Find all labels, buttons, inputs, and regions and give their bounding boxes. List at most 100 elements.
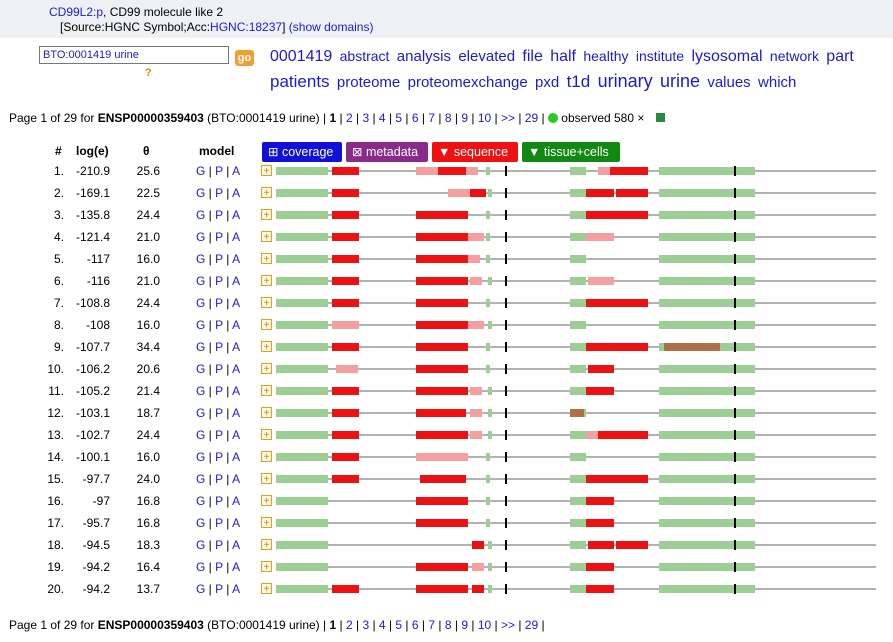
model-g-link[interactable]: G	[196, 516, 206, 530]
expand-plus-icon[interactable]: +	[261, 209, 272, 221]
model-p-link[interactable]: P	[215, 186, 223, 200]
sequence-track[interactable]	[276, 317, 876, 333]
tag-urinary[interactable]: urinary	[597, 71, 653, 91]
sequence-track[interactable]	[276, 163, 876, 179]
last-page-link[interactable]: 29	[524, 111, 539, 125]
tag-which[interactable]: which	[758, 74, 797, 91]
expand-plus-icon[interactable]: +	[261, 385, 272, 397]
model-p-link[interactable]: P	[215, 582, 223, 596]
spreadsheet-icon[interactable]	[655, 113, 665, 122]
page-link[interactable]: 9	[461, 111, 469, 125]
tag-elevated[interactable]: elevated	[458, 48, 516, 65]
next-page-link[interactable]: >>	[500, 618, 515, 632]
page-link[interactable]: 4	[378, 111, 386, 125]
help-icon[interactable]: ?	[145, 67, 152, 79]
page-link[interactable]: 10	[477, 111, 492, 125]
model-a-link[interactable]: A	[232, 516, 241, 530]
model-g-link[interactable]: G	[196, 384, 206, 398]
expand-plus-icon[interactable]: +	[261, 231, 272, 243]
sequence-track[interactable]	[276, 383, 876, 399]
model-p-link[interactable]: P	[215, 450, 223, 464]
model-g-link[interactable]: G	[196, 362, 206, 376]
expand-plus-icon[interactable]: +	[261, 275, 272, 287]
tag-patients[interactable]: patients	[270, 72, 330, 91]
model-g-link[interactable]: G	[196, 340, 206, 354]
page-link[interactable]: 9	[461, 618, 469, 632]
tag-healthy[interactable]: healthy	[583, 48, 629, 64]
model-p-link[interactable]: P	[215, 494, 223, 508]
next-page-link[interactable]: >>	[500, 111, 515, 125]
model-g-link[interactable]: G	[196, 164, 206, 178]
model-g-link[interactable]: G	[196, 538, 206, 552]
go-button[interactable]: go	[235, 50, 254, 66]
model-g-link[interactable]: G	[196, 186, 206, 200]
model-g-link[interactable]: G	[196, 296, 206, 310]
model-a-link[interactable]: A	[232, 164, 241, 178]
sequence-track[interactable]	[276, 295, 876, 311]
tag-0001419[interactable]: 0001419	[270, 48, 333, 65]
model-a-link[interactable]: A	[232, 230, 241, 244]
sequence-track[interactable]	[276, 493, 876, 509]
model-p-link[interactable]: P	[215, 340, 223, 354]
model-a-link[interactable]: A	[232, 494, 241, 508]
page-link[interactable]: 10	[477, 618, 492, 632]
sequence-track[interactable]	[276, 559, 876, 575]
page-link[interactable]: 5	[395, 618, 403, 632]
tag-file[interactable]: file	[522, 48, 543, 65]
page-link[interactable]: 8	[444, 618, 452, 632]
tag-half[interactable]: half	[550, 48, 576, 65]
model-g-link[interactable]: G	[196, 274, 206, 288]
tab-sequence[interactable]: ▼ sequence	[432, 142, 518, 162]
sequence-track[interactable]	[276, 251, 876, 267]
model-a-link[interactable]: A	[232, 582, 241, 596]
model-g-link[interactable]: G	[196, 230, 206, 244]
model-g-link[interactable]: G	[196, 428, 206, 442]
model-a-link[interactable]: A	[232, 450, 241, 464]
expand-plus-icon[interactable]: +	[261, 407, 272, 419]
expand-plus-icon[interactable]: +	[261, 319, 272, 331]
page-link[interactable]: 7	[428, 618, 436, 632]
page-link[interactable]: 2	[345, 618, 353, 632]
expand-plus-icon[interactable]: +	[261, 473, 272, 485]
model-g-link[interactable]: G	[196, 208, 206, 222]
last-page-link[interactable]: 29	[524, 618, 539, 632]
sequence-track[interactable]	[276, 185, 876, 201]
expand-plus-icon[interactable]: +	[261, 495, 272, 507]
tag-abstract[interactable]: abstract	[339, 48, 390, 64]
tab-metadata[interactable]: ⊠ metadata	[346, 142, 428, 162]
model-a-link[interactable]: A	[232, 274, 241, 288]
model-a-link[interactable]: A	[232, 296, 241, 310]
model-g-link[interactable]: G	[196, 560, 206, 574]
model-p-link[interactable]: P	[215, 362, 223, 376]
sequence-track[interactable]	[276, 229, 876, 245]
sequence-track[interactable]	[276, 581, 876, 597]
tag-part[interactable]: part	[826, 48, 854, 65]
model-g-link[interactable]: G	[196, 582, 206, 596]
model-a-link[interactable]: A	[232, 406, 241, 420]
model-p-link[interactable]: P	[215, 318, 223, 332]
page-link[interactable]: 4	[378, 618, 386, 632]
tag-pxd[interactable]: pxd	[535, 74, 560, 91]
sequence-track[interactable]	[276, 537, 876, 553]
observed-count[interactable]: observed 580 ×	[561, 111, 645, 125]
sequence-track[interactable]	[276, 339, 876, 355]
expand-plus-icon[interactable]: +	[261, 561, 272, 573]
page-link[interactable]: 3	[362, 618, 370, 632]
page-link[interactable]: 6	[411, 111, 419, 125]
expand-plus-icon[interactable]: +	[261, 451, 272, 463]
sequence-track[interactable]	[276, 405, 876, 421]
sequence-track[interactable]	[276, 471, 876, 487]
page-link[interactable]: 5	[395, 111, 403, 125]
model-a-link[interactable]: A	[232, 538, 241, 552]
sequence-track[interactable]	[276, 207, 876, 223]
expand-plus-icon[interactable]: +	[261, 583, 272, 595]
model-p-link[interactable]: P	[215, 516, 223, 530]
model-g-link[interactable]: G	[196, 252, 206, 266]
page-link[interactable]: 8	[444, 111, 452, 125]
tab-coverage[interactable]: ⊞ coverage	[262, 142, 342, 162]
search-input[interactable]	[39, 46, 229, 64]
page-link[interactable]: 6	[411, 618, 419, 632]
expand-plus-icon[interactable]: +	[261, 539, 272, 551]
model-p-link[interactable]: P	[215, 428, 223, 442]
tag-proteomexchange[interactable]: proteomexchange	[407, 74, 528, 91]
